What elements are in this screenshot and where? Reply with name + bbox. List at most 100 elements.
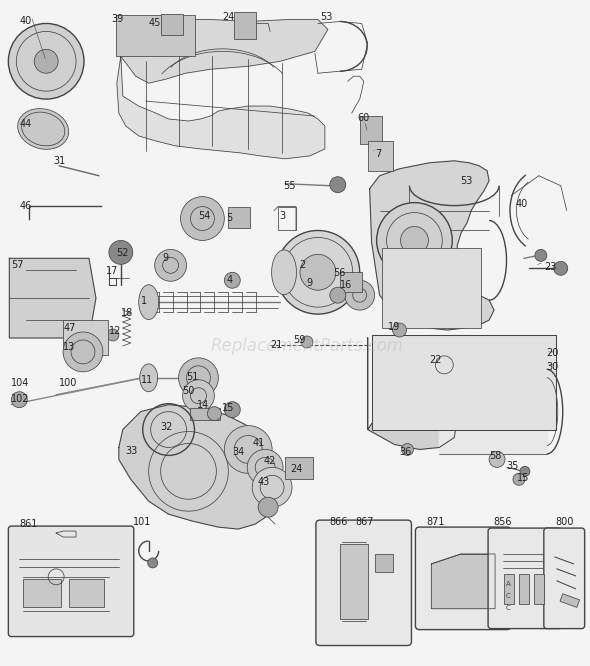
Bar xyxy=(160,13,182,35)
Circle shape xyxy=(63,332,103,372)
Text: 867: 867 xyxy=(356,517,374,527)
Text: 34: 34 xyxy=(232,448,244,458)
Circle shape xyxy=(208,407,221,421)
Circle shape xyxy=(554,261,568,275)
Polygon shape xyxy=(368,338,457,450)
Text: 22: 22 xyxy=(430,355,442,365)
Circle shape xyxy=(520,466,530,476)
Bar xyxy=(278,206,296,230)
Circle shape xyxy=(330,176,346,192)
Text: 23: 23 xyxy=(544,262,556,272)
Text: 40: 40 xyxy=(516,198,528,208)
Text: 55: 55 xyxy=(283,180,296,190)
Text: 871: 871 xyxy=(427,517,445,527)
Bar xyxy=(560,594,579,607)
Circle shape xyxy=(345,280,375,310)
Text: 39: 39 xyxy=(111,13,123,23)
FancyBboxPatch shape xyxy=(544,528,585,629)
Circle shape xyxy=(252,468,292,507)
Text: 24: 24 xyxy=(290,464,303,474)
Text: 861: 861 xyxy=(19,519,38,529)
Text: 3: 3 xyxy=(279,210,285,220)
Text: 1: 1 xyxy=(141,296,147,306)
Circle shape xyxy=(392,323,407,337)
Text: 43: 43 xyxy=(257,478,270,488)
Circle shape xyxy=(513,474,525,486)
Text: 7: 7 xyxy=(376,149,382,159)
Bar xyxy=(63,320,108,355)
FancyBboxPatch shape xyxy=(415,527,511,629)
Text: 60: 60 xyxy=(358,113,370,123)
Text: 4: 4 xyxy=(227,275,232,285)
Circle shape xyxy=(402,444,414,456)
FancyBboxPatch shape xyxy=(316,520,411,645)
Circle shape xyxy=(300,254,336,290)
Bar xyxy=(504,574,514,603)
Text: 101: 101 xyxy=(133,517,151,527)
Text: 54: 54 xyxy=(198,210,211,220)
Text: 15: 15 xyxy=(517,474,529,484)
Text: 19: 19 xyxy=(388,322,400,332)
Text: 14: 14 xyxy=(196,400,209,410)
Ellipse shape xyxy=(18,109,68,149)
Text: 50: 50 xyxy=(182,386,195,396)
Circle shape xyxy=(182,380,214,412)
Text: ReplacementParts.com: ReplacementParts.com xyxy=(210,337,403,355)
Circle shape xyxy=(376,202,453,278)
Text: 12: 12 xyxy=(109,326,122,336)
Text: 9: 9 xyxy=(306,278,312,288)
Text: 2: 2 xyxy=(299,260,305,270)
Text: 59: 59 xyxy=(293,335,306,345)
Text: 47: 47 xyxy=(63,323,76,333)
Text: 33: 33 xyxy=(126,446,138,456)
Circle shape xyxy=(330,287,346,303)
Circle shape xyxy=(258,498,278,517)
Text: 17: 17 xyxy=(106,266,118,276)
Bar xyxy=(69,579,104,607)
Circle shape xyxy=(155,249,186,281)
Bar xyxy=(116,15,195,57)
Circle shape xyxy=(148,558,158,568)
Text: 13: 13 xyxy=(63,342,76,352)
Text: 58: 58 xyxy=(489,452,501,462)
Text: 9: 9 xyxy=(163,253,169,263)
Bar xyxy=(519,574,529,603)
Text: 35: 35 xyxy=(506,462,519,472)
Text: 53: 53 xyxy=(460,176,473,186)
Text: 856: 856 xyxy=(493,517,512,527)
Circle shape xyxy=(179,358,218,398)
Text: 40: 40 xyxy=(19,17,31,27)
Circle shape xyxy=(301,336,313,348)
Text: 36: 36 xyxy=(399,448,412,458)
Text: 52: 52 xyxy=(116,248,129,258)
Text: 104: 104 xyxy=(11,378,30,388)
FancyBboxPatch shape xyxy=(488,528,562,629)
Polygon shape xyxy=(9,258,96,338)
Polygon shape xyxy=(119,405,282,529)
Circle shape xyxy=(224,426,272,474)
Text: 5: 5 xyxy=(227,212,232,222)
Text: 866: 866 xyxy=(330,517,348,527)
Bar xyxy=(340,272,362,292)
Circle shape xyxy=(107,329,119,341)
Text: 21: 21 xyxy=(270,340,283,350)
Polygon shape xyxy=(440,370,547,454)
Bar xyxy=(534,574,544,603)
Text: 51: 51 xyxy=(186,372,199,382)
Text: 16: 16 xyxy=(340,280,352,290)
Text: 53: 53 xyxy=(320,11,332,21)
Text: C: C xyxy=(506,605,511,611)
Polygon shape xyxy=(117,57,325,159)
Circle shape xyxy=(224,402,240,418)
Circle shape xyxy=(181,196,224,240)
Text: 11: 11 xyxy=(141,375,153,385)
Text: 42: 42 xyxy=(263,456,276,466)
Text: 24: 24 xyxy=(222,11,235,21)
Text: 46: 46 xyxy=(19,200,31,210)
Bar xyxy=(382,248,481,328)
Bar xyxy=(368,141,392,170)
Text: 800: 800 xyxy=(556,517,574,527)
Circle shape xyxy=(276,230,360,314)
Polygon shape xyxy=(121,19,328,83)
Bar xyxy=(234,11,256,39)
